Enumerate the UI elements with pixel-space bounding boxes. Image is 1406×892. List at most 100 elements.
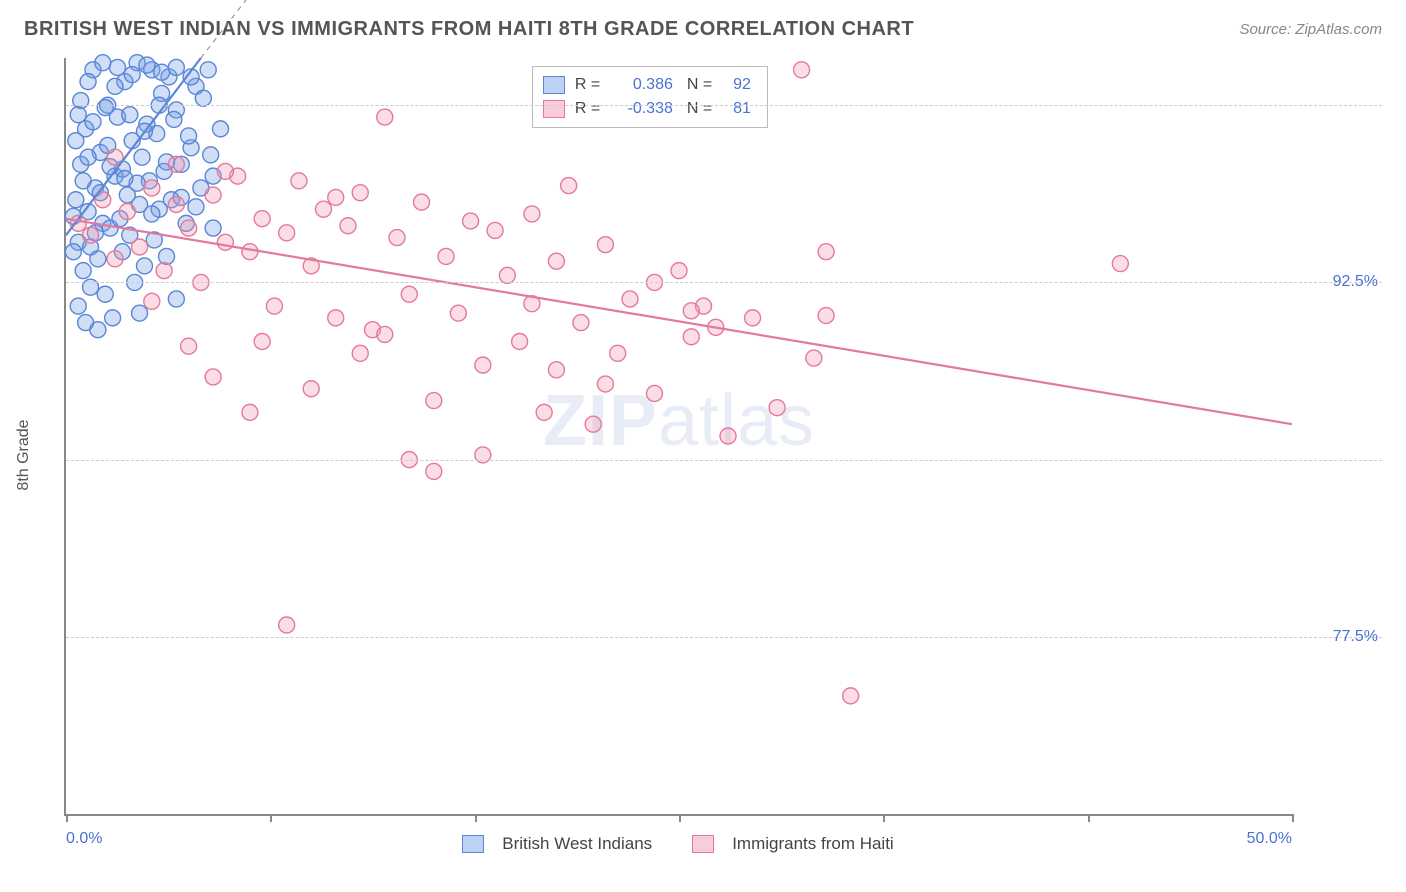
data-point-haiti — [818, 244, 834, 260]
legend-row-haiti: R = -0.338 N = 81 — [543, 97, 751, 121]
data-point-haiti — [266, 298, 282, 314]
data-point-haiti — [414, 194, 430, 210]
data-point-haiti — [622, 291, 638, 307]
data-point-bwi — [70, 298, 86, 314]
data-point-bwi — [109, 59, 125, 75]
data-point-haiti — [254, 211, 270, 227]
data-point-haiti — [217, 163, 233, 179]
data-point-haiti — [181, 220, 197, 236]
data-point-bwi — [136, 258, 152, 274]
data-point-bwi — [200, 62, 216, 78]
data-point-bwi — [85, 114, 101, 130]
data-point-haiti — [377, 326, 393, 342]
data-point-haiti — [119, 204, 135, 220]
x-tick — [679, 814, 681, 822]
data-point-bwi — [168, 291, 184, 307]
data-point-bwi — [65, 244, 81, 260]
data-point-haiti — [548, 253, 564, 269]
gridline — [66, 282, 1382, 283]
data-point-haiti — [1112, 256, 1128, 272]
data-point-haiti — [512, 334, 528, 350]
data-point-bwi — [97, 100, 113, 116]
data-point-haiti — [683, 329, 699, 345]
data-point-haiti — [217, 234, 233, 250]
data-point-haiti — [818, 308, 834, 324]
data-point-bwi — [90, 251, 106, 267]
y-tick-label: 77.5% — [1333, 628, 1378, 646]
data-point-haiti — [646, 385, 662, 401]
data-point-haiti — [720, 428, 736, 444]
x-tick — [1088, 814, 1090, 822]
data-point-haiti — [107, 251, 123, 267]
data-point-bwi — [75, 263, 91, 279]
data-point-haiti — [168, 156, 184, 172]
data-point-haiti — [181, 338, 197, 354]
data-point-haiti — [597, 237, 613, 253]
r-label: R = — [575, 76, 611, 94]
y-axis-label: 8th Grade — [15, 419, 33, 490]
data-point-haiti — [168, 196, 184, 212]
data-point-haiti — [794, 62, 810, 78]
data-point-haiti — [745, 310, 761, 326]
data-point-haiti — [585, 416, 601, 432]
data-point-haiti — [401, 286, 417, 302]
data-point-haiti — [279, 225, 295, 241]
data-point-haiti — [597, 376, 613, 392]
data-point-bwi — [122, 107, 138, 123]
data-point-bwi — [97, 286, 113, 302]
data-point-bwi — [132, 305, 148, 321]
legend-swatch-icon — [692, 835, 714, 853]
data-point-haiti — [144, 293, 160, 309]
data-point-bwi — [107, 78, 123, 94]
scatter-layer — [66, 58, 1292, 814]
legend-label-bwi: British West Indians — [502, 834, 652, 854]
data-point-haiti — [475, 357, 491, 373]
data-point-haiti — [426, 463, 442, 479]
data-point-haiti — [561, 178, 577, 194]
data-point-haiti — [573, 315, 589, 331]
data-point-haiti — [144, 180, 160, 196]
r-value-haiti: -0.338 — [611, 100, 673, 118]
data-point-haiti — [426, 393, 442, 409]
data-point-haiti — [303, 381, 319, 397]
data-point-haiti — [377, 109, 393, 125]
data-point-haiti — [205, 369, 221, 385]
data-point-bwi — [105, 310, 121, 326]
data-point-haiti — [843, 688, 859, 704]
data-point-bwi — [203, 147, 219, 163]
source-label: Source: ZipAtlas.com — [1239, 21, 1382, 38]
data-point-bwi — [68, 133, 84, 149]
data-point-haiti — [328, 189, 344, 205]
n-label: N = — [673, 100, 717, 118]
gridline — [66, 105, 1382, 106]
n-value-bwi: 92 — [717, 76, 751, 94]
data-point-bwi — [181, 128, 197, 144]
data-point-haiti — [683, 303, 699, 319]
legend-swatch-haiti — [543, 100, 565, 118]
data-point-haiti — [315, 201, 331, 217]
series-legend: British West Indians Immigrants from Hai… — [64, 834, 1292, 854]
regression-line-haiti — [66, 219, 1292, 425]
data-point-haiti — [487, 222, 503, 238]
data-point-bwi — [75, 173, 91, 189]
data-point-haiti — [352, 345, 368, 361]
data-point-bwi — [90, 322, 106, 338]
data-point-bwi — [70, 107, 86, 123]
data-point-haiti — [610, 345, 626, 361]
data-point-bwi — [80, 74, 96, 90]
data-point-haiti — [536, 404, 552, 420]
correlation-legend: R = 0.386 N = 92 R = -0.338 N = 81 — [532, 66, 768, 128]
data-point-bwi — [144, 206, 160, 222]
data-point-haiti — [291, 173, 307, 189]
gridline — [66, 460, 1382, 461]
chart-title: BRITISH WEST INDIAN VS IMMIGRANTS FROM H… — [24, 18, 914, 41]
data-point-haiti — [242, 244, 258, 260]
data-point-bwi — [154, 64, 170, 80]
data-point-bwi — [68, 192, 84, 208]
y-tick-label: 92.5% — [1333, 273, 1378, 291]
x-tick — [66, 814, 68, 822]
legend-item-haiti: Immigrants from Haiti — [692, 834, 894, 854]
data-point-bwi — [159, 248, 175, 264]
data-point-haiti — [769, 400, 785, 416]
plot-area: ZIPatlas R = 0.386 N = 92 R = -0.338 N =… — [64, 58, 1292, 816]
